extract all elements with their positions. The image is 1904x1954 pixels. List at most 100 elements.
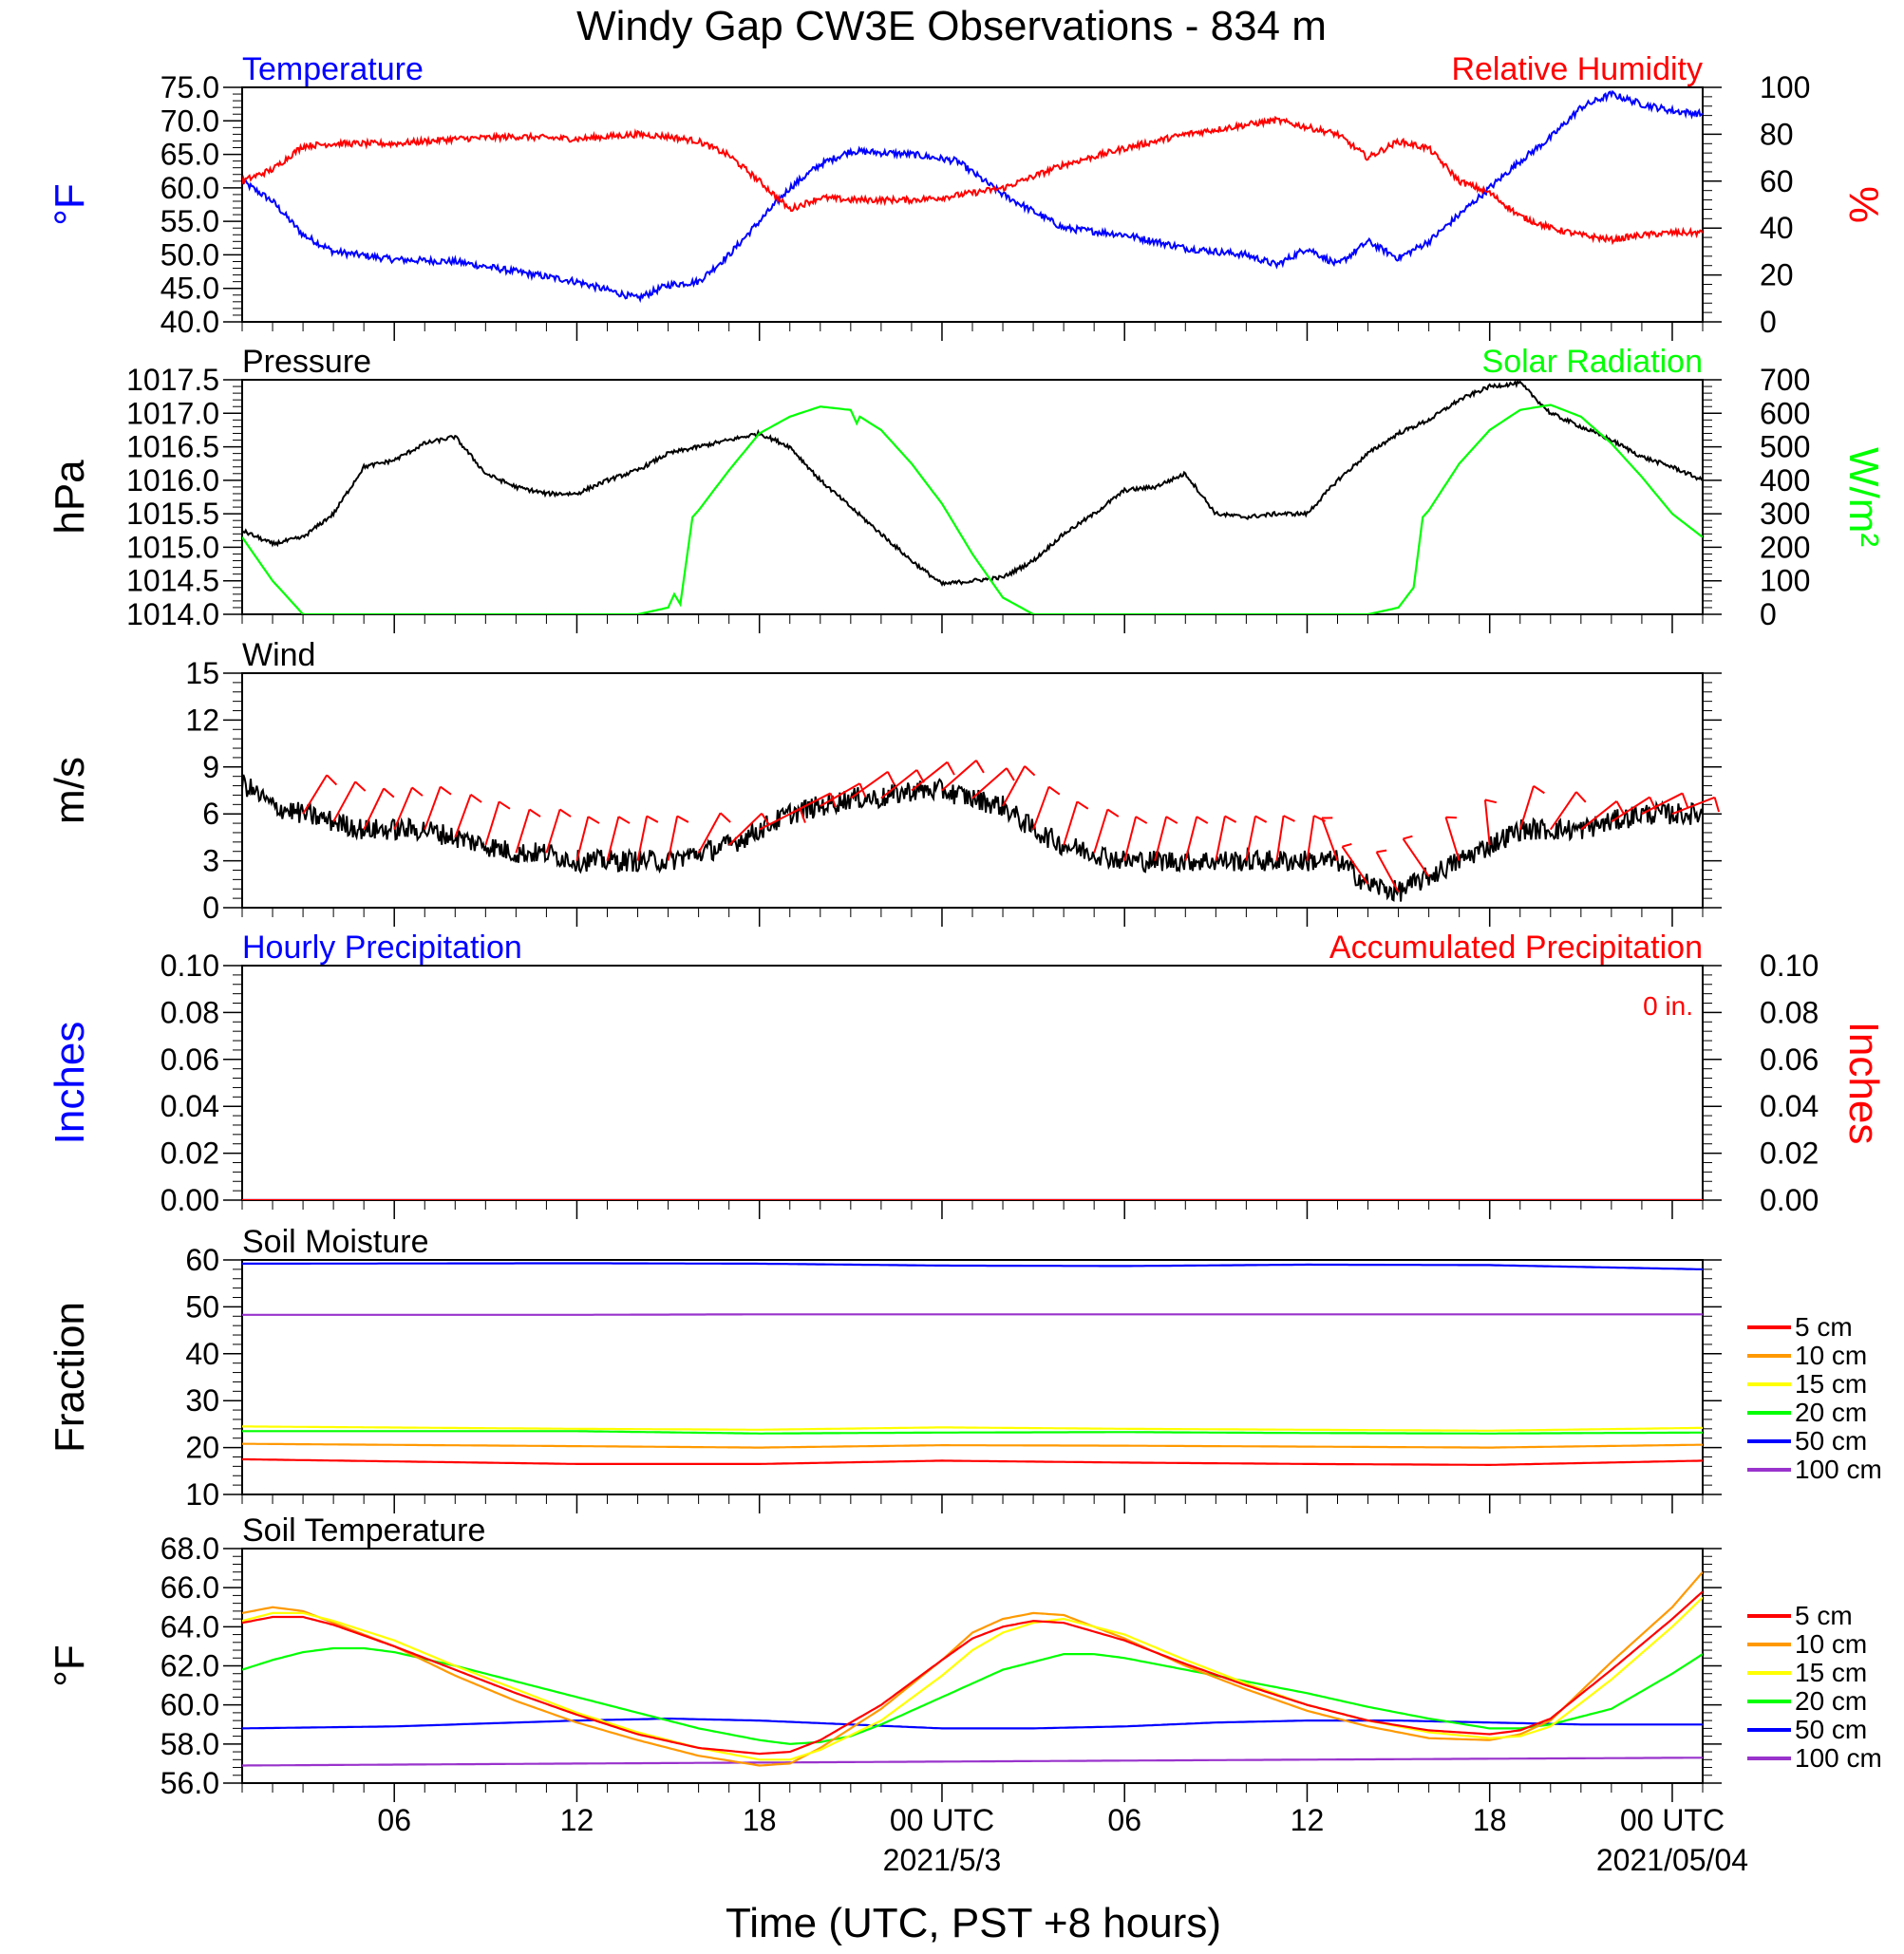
- wind-barb-feather: [829, 793, 837, 808]
- y-tick-label-right: 100: [1760, 70, 1810, 104]
- y-tick-label-left: 3: [202, 844, 219, 878]
- y-tick-label-right: 0.04: [1760, 1089, 1819, 1123]
- wind-barb: [1518, 785, 1535, 830]
- wind-barb: [1671, 796, 1716, 816]
- series-line-0: [242, 1457, 1703, 1466]
- wind-barb: [363, 788, 385, 831]
- wind-barb: [1123, 816, 1138, 861]
- y-tick-label-left: 40: [185, 1337, 219, 1371]
- y-tick-label-right: 0.06: [1760, 1043, 1819, 1077]
- y-tick-label-right: 600: [1760, 396, 1810, 430]
- y-tick-label-left: 30: [185, 1383, 219, 1418]
- wind-barb-feather: [411, 786, 424, 797]
- wind-barb-feather: [1283, 815, 1295, 822]
- y-tick-label-left: 55.0: [160, 204, 219, 238]
- y-axis-unit-right: W/m²: [1840, 447, 1887, 547]
- series-line-3: [242, 1430, 1703, 1435]
- wind-barb: [941, 760, 977, 792]
- y-tick-label-left: 6: [202, 797, 219, 831]
- x-tick-label: 12: [560, 1803, 594, 1837]
- series-line-1: [242, 1757, 1703, 1767]
- series-line-1: [242, 115, 1703, 246]
- y-tick-label-left: 64.0: [160, 1609, 219, 1644]
- x-axis-label: Time (UTC, PST +8 hours): [726, 1900, 1221, 1946]
- wind-barb-feather: [1484, 799, 1498, 804]
- y-tick-label-left: 0.08: [160, 995, 219, 1029]
- wind-barb: [1402, 837, 1430, 877]
- y-tick-label-left: 0.06: [160, 1043, 219, 1077]
- panel-title-left: Pressure: [242, 344, 371, 380]
- x-tick-label: 06: [377, 1803, 411, 1837]
- legend-label: 15 cm: [1795, 1658, 1867, 1687]
- x-tick-label: 18: [743, 1803, 777, 1837]
- y-tick-label-left: 20: [185, 1431, 219, 1465]
- wind-barb-feather: [1165, 816, 1178, 824]
- wind-barb: [971, 767, 1008, 799]
- panel-title-right: Solar Radiation: [1482, 344, 1703, 380]
- wind-barb: [636, 816, 649, 861]
- y-tick-label-left: 66.0: [160, 1570, 219, 1605]
- wind-barb: [1444, 817, 1461, 861]
- wind-barb: [302, 774, 329, 815]
- panel-pressure_solar: 1014.01014.51015.01015.51016.01016.51017…: [47, 344, 1887, 633]
- wind-barb-feather: [761, 813, 771, 826]
- plot-frame: [241, 1259, 1704, 1495]
- wind-barb-feather: [1024, 765, 1036, 777]
- y-tick-label-left: 70.0: [160, 103, 219, 138]
- wind-barb-feather: [498, 800, 511, 810]
- series-line-0: [242, 1718, 1703, 1730]
- y-tick-label-left: 0: [202, 891, 219, 925]
- y-tick-label-right: 0.08: [1760, 995, 1819, 1029]
- y-axis-unit-left: Fraction: [47, 1302, 93, 1453]
- plot-frame: [241, 965, 1704, 1201]
- y-tick-label-left: 50: [185, 1289, 219, 1324]
- wind-barb-feather: [1403, 835, 1413, 840]
- panel-temp_rh: 40.045.050.055.060.065.070.075.0 0 20 40 60 8…: [47, 51, 1887, 341]
- series-line-2: [242, 1425, 1703, 1432]
- wind-barb: [1184, 816, 1198, 861]
- y-tick-label-right: 500: [1760, 430, 1810, 464]
- y-tick-label-right: 100: [1760, 564, 1810, 598]
- legend-label: 10 cm: [1795, 1629, 1867, 1659]
- y-tick-label-right: 60: [1760, 164, 1794, 198]
- y-axis-unit-left: °F: [47, 1644, 93, 1686]
- series-line-1: [242, 404, 1703, 614]
- series-line-2: [242, 1646, 1703, 1745]
- y-tick-label-right: 200: [1760, 530, 1810, 564]
- y-tick-label-left: 0.10: [160, 949, 219, 983]
- y-tick-label-left: 60.0: [160, 1688, 219, 1722]
- panel-precip: 0.00 0.02 0.04 0.06 0.08 0.10 0.00 0.02 0.04 0.06…: [47, 930, 1887, 1219]
- series-line-0: [242, 774, 1703, 902]
- wind-barb-feather: [886, 771, 895, 786]
- legend-label: 50 cm: [1795, 1715, 1867, 1744]
- wind-barb: [667, 816, 679, 861]
- panel-title-right: Accumulated Precipitation: [1329, 930, 1703, 966]
- x-tick-label: 00 UTC: [890, 1803, 994, 1837]
- wind-barb-feather: [1196, 816, 1209, 824]
- wind-barb: [484, 800, 500, 846]
- y-tick-label-right: 0.10: [1760, 949, 1819, 983]
- wind-barb: [1375, 851, 1400, 893]
- wind-barb-feather: [354, 780, 367, 792]
- legend-label: 5 cm: [1795, 1312, 1853, 1342]
- wind-barb-feather: [676, 815, 689, 823]
- wind-barb: [1154, 816, 1168, 861]
- y-tick-label-left: 0.00: [160, 1183, 219, 1217]
- legend-label: 20 cm: [1795, 1686, 1867, 1716]
- wind-barb: [1483, 799, 1491, 846]
- wind-barb: [1641, 792, 1684, 816]
- y-tick-label-right: 40: [1760, 211, 1794, 245]
- plot-frame: [241, 379, 1704, 615]
- y-tick-label-right: 0.00: [1760, 1183, 1819, 1217]
- legend-label: 50 cm: [1795, 1426, 1867, 1456]
- series-line-0: [242, 380, 1703, 587]
- y-tick-label-left: 62.0: [160, 1649, 219, 1683]
- legend-label: 10 cm: [1795, 1341, 1867, 1370]
- x-tick-label: 06: [1107, 1803, 1141, 1837]
- y-tick-label-left: 1016.5: [126, 430, 219, 464]
- wind-barb-feather: [1575, 791, 1587, 803]
- wind-barb-feather: [946, 761, 955, 776]
- wind-barb-feather: [1681, 793, 1689, 808]
- wind-barb-feather: [1533, 784, 1545, 795]
